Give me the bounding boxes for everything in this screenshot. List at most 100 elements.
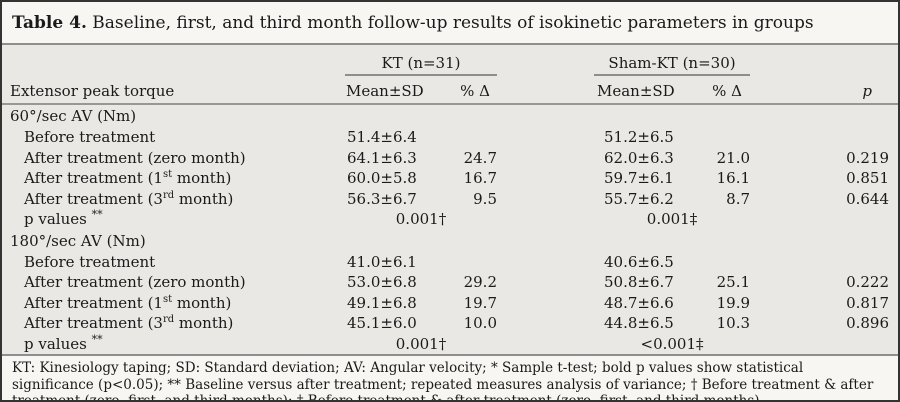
kt-mean-sd: 49.1±6.8	[347, 293, 417, 312]
sham-delta: 21.0	[716, 148, 751, 167]
table-row: Before treatment 41.0±6.1 40.6±6.5	[2, 252, 898, 273]
sham-group-p-value: <0.001‡	[640, 334, 704, 353]
row-label-sup: **	[91, 333, 103, 346]
group-header-row: KT (n=31) Sham-KT (n=30)	[2, 45, 898, 76]
stub-header: Extensor peak torque	[2, 75, 345, 105]
kt-mean-sd: 41.0±6.1	[347, 252, 417, 271]
table-row: After treatment (zero month) 53.0±6.8 29…	[2, 272, 898, 293]
sham-delta: 25.1	[716, 273, 751, 291]
sham-group-p-value: 0.001‡	[646, 210, 698, 228]
sham-delta: 8.7	[726, 189, 751, 208]
p-value: 0.817	[846, 293, 890, 312]
table-body: KT (n=31) Sham-KT (n=30) Extensor peak t…	[2, 45, 898, 354]
table-row: After treatment (zero month) 64.1±6.3 24…	[2, 148, 898, 169]
sham-delta-header: % Δ	[688, 75, 751, 105]
p-values-row: p values ** 0.001† 0.001‡	[2, 209, 898, 230]
row-label-sup: st	[162, 169, 173, 180]
row-label-text: month)	[174, 314, 234, 332]
row-label: Before treatment	[2, 252, 345, 273]
section-header-row: 180°/sec AV (Nm)	[2, 230, 898, 252]
section-name: 60°/sec AV (Nm)	[10, 107, 137, 125]
sham-mean-sd: 55.7±6.2	[604, 189, 674, 208]
kt-delta: 29.2	[463, 273, 497, 291]
row-label-text: Before treatment	[24, 252, 156, 271]
sham-mean-sd: 48.7±6.6	[604, 293, 674, 312]
row-label-text: month)	[172, 169, 232, 187]
kt-delta: 19.7	[463, 293, 497, 312]
section-header-row: 60°/sec AV (Nm)	[2, 104, 898, 127]
table-row: After treatment (3rd month) 56.3±6.7 9.5…	[2, 189, 898, 210]
p-value: 0.222	[846, 273, 890, 291]
p-value: 0.644	[846, 189, 890, 208]
sham-mean-sd: 40.6±6.5	[604, 252, 674, 271]
p-value	[750, 127, 898, 148]
top-rule	[2, 43, 898, 45]
kt-delta: 10.0	[463, 314, 497, 332]
kt-mean-sd: 51.4±6.4	[347, 128, 417, 146]
row-label-text: After treatment (1	[24, 293, 163, 312]
row-label-text: After treatment (zero month)	[24, 273, 246, 291]
row-label: After treatment (3rd month)	[2, 189, 345, 210]
p-values-row: p values ** 0.001† <0.001‡	[2, 334, 898, 355]
kt-mean-sd: 60.0±5.8	[347, 169, 417, 187]
sham-delta: 16.1	[716, 169, 751, 187]
sham-mean-sd-header: Mean±SD	[594, 75, 688, 105]
kt-group-p-value: 0.001†	[395, 210, 447, 228]
kt-delta	[435, 252, 497, 273]
table-caption: Baseline, first, and third month follow-…	[86, 13, 814, 33]
results-table: KT (n=31) Sham-KT (n=30) Extensor peak t…	[2, 45, 898, 354]
row-label: After treatment (zero month)	[2, 148, 345, 169]
row-label-text: After treatment (zero month)	[24, 148, 246, 167]
sham-delta	[688, 127, 750, 148]
sham-mean-sd: 62.0±6.3	[604, 148, 674, 167]
table-row: After treatment (3rd month) 45.1±6.0 10.…	[2, 313, 898, 334]
row-label-text: month)	[172, 293, 232, 312]
row-label-sup: st	[162, 293, 173, 305]
sham-group-header: Sham-KT (n=30)	[594, 45, 751, 76]
row-label-text: After treatment (3	[24, 314, 163, 332]
p-value: 0.219	[846, 148, 890, 167]
bottom-rule	[2, 354, 898, 356]
sham-mean-sd: 44.8±6.5	[604, 314, 674, 332]
row-label-text: After treatment (3	[24, 189, 163, 208]
row-label: After treatment (zero month)	[2, 272, 345, 293]
p-value	[750, 252, 898, 273]
table-row: After treatment (1st month) 49.1±6.8 19.…	[2, 293, 898, 314]
row-label-sup: rd	[162, 314, 175, 325]
sham-mean-sd: 50.8±6.7	[604, 273, 674, 291]
row-label: Before treatment	[2, 127, 345, 148]
row-label: p values **	[2, 334, 345, 355]
row-label: After treatment (1st month)	[2, 168, 345, 189]
column-header-row: Extensor peak torque Mean±SD % Δ Mean±SD…	[2, 75, 898, 105]
row-label-text: After treatment (1	[24, 169, 163, 187]
table-row: Before treatment 51.4±6.4 51.2±6.5	[2, 127, 898, 148]
sham-delta: 10.3	[716, 314, 751, 332]
row-label: p values **	[2, 209, 345, 230]
row-label-text: Before treatment	[24, 128, 156, 146]
kt-mean-sd: 45.1±6.0	[347, 314, 417, 332]
table-footnote: KT: Kinesiology taping; SD: Standard dev…	[2, 356, 898, 400]
row-label: After treatment (1st month)	[2, 293, 345, 314]
sham-delta	[688, 252, 750, 273]
kt-mean-sd: 64.1±6.3	[347, 148, 417, 167]
sham-delta: 19.9	[716, 293, 751, 312]
table-title: Table 4. Baseline, first, and third mont…	[2, 2, 898, 43]
kt-delta-header: % Δ	[435, 75, 497, 105]
kt-mean-sd: 53.0±6.8	[347, 273, 417, 291]
table-number: Table 4.	[12, 13, 87, 33]
kt-group-header: KT (n=31)	[345, 45, 497, 76]
p-value: 0.851	[846, 169, 890, 187]
row-label-text: month)	[174, 189, 234, 208]
kt-mean-sd-header: Mean±SD	[345, 75, 435, 105]
row-label-sup: rd	[162, 189, 175, 201]
kt-group-p-value: 0.001†	[395, 334, 447, 353]
row-label-text: p values	[24, 334, 92, 353]
kt-delta: 16.7	[463, 169, 497, 187]
sham-mean-sd: 51.2±6.5	[604, 128, 674, 146]
p-header: p	[750, 75, 898, 105]
kt-delta: 24.7	[463, 148, 497, 167]
row-label-sup: **	[91, 209, 103, 221]
sham-mean-sd: 59.7±6.1	[604, 169, 674, 187]
row-label: After treatment (3rd month)	[2, 313, 345, 334]
